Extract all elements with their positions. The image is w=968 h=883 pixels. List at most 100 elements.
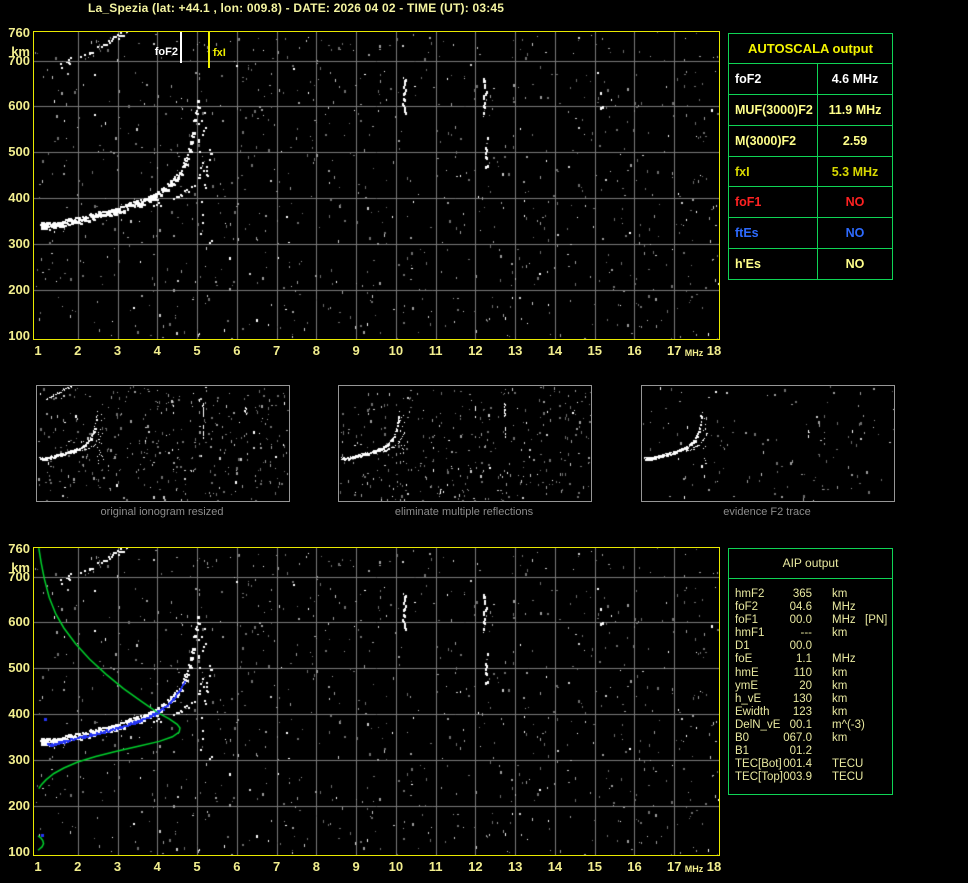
x-tick-label: 4 bbox=[153, 859, 161, 874]
autoscala-row: MUF(3000)F2 11.9 MHz bbox=[729, 94, 892, 126]
autoscala-param-value: NO bbox=[845, 195, 865, 210]
aip-value: 003.9 bbox=[783, 771, 812, 784]
aip-table-body: hmF2 365 km foF2 04.6 MHz foF1 00.0 MHz [PN] hmF1 -… bbox=[729, 579, 892, 784]
x-tick-label: 13 bbox=[507, 859, 523, 874]
aip-output-table: AIP output hmF2 365 km foF2 04.6 MHz foF1 00.0 M… bbox=[728, 548, 893, 795]
aip-name: hmE bbox=[735, 666, 759, 679]
x-tick-label: 18 bbox=[706, 343, 722, 358]
autoscala-param-value: 2.59 bbox=[842, 133, 868, 148]
autoscala-param-name: MUF(3000)F2 bbox=[729, 94, 818, 125]
aip-name: TEC[Top] bbox=[735, 771, 783, 784]
x-tick-label: 9 bbox=[352, 343, 360, 358]
aip-name: hmF1 bbox=[735, 627, 765, 640]
x-tick-label: 8 bbox=[312, 343, 320, 358]
aip-value: 067.0 bbox=[783, 732, 812, 745]
fxi-marker-label: fxI bbox=[213, 47, 226, 59]
aip-value: --- bbox=[800, 627, 813, 640]
aip-unit: km bbox=[832, 588, 848, 600]
y-tick-label: 500 bbox=[8, 660, 30, 676]
autoscala-row: fxI 5.3 MHz bbox=[729, 156, 892, 188]
x-axis-unit-label: MHz bbox=[684, 348, 704, 358]
y-tick-label: 100 bbox=[8, 328, 30, 343]
x-tick-label: 18 bbox=[706, 859, 722, 874]
aip-unit: m^(-3) bbox=[832, 718, 865, 731]
x-tick-label: 12 bbox=[468, 859, 483, 874]
x-tick-label: 9 bbox=[352, 859, 360, 874]
autoscala-param-value: 4.6 MHz bbox=[831, 71, 879, 86]
aip-unit: MHz bbox=[832, 653, 856, 666]
aip-value: 01.2 bbox=[789, 745, 812, 758]
aip-table-title: AIP output bbox=[729, 549, 892, 579]
y-tick-label: 400 bbox=[8, 706, 30, 722]
x-tick-label: 14 bbox=[547, 859, 563, 874]
y-tick-label: 300 bbox=[8, 752, 30, 768]
x-tick-label: 3 bbox=[113, 859, 122, 874]
aip-row: foF2 04.6 MHz bbox=[729, 601, 892, 614]
aip-row: B1 01.2 bbox=[729, 745, 892, 758]
autoscala-param-name: foF2 bbox=[729, 64, 818, 94]
aip-extra: [PN] bbox=[865, 614, 888, 627]
aip-unit: TECU bbox=[832, 771, 864, 784]
autoscala-param-value: NO bbox=[845, 226, 865, 241]
y-tick-label: 100 bbox=[8, 844, 30, 859]
aip-value: 130 bbox=[792, 692, 812, 705]
aip-value: 20 bbox=[799, 679, 812, 692]
x-tick-label: 7 bbox=[272, 859, 281, 874]
aip-name: foF1 bbox=[735, 614, 759, 627]
thumbnail-original-canvas bbox=[37, 386, 289, 501]
autoscala-row: h'Es NO bbox=[729, 249, 892, 280]
x-tick-label: 17 bbox=[667, 859, 682, 874]
fof2-marker-label: foF2 bbox=[154, 46, 178, 58]
thumbnail-caption-eliminate: eliminate multiple reflections bbox=[394, 506, 534, 518]
y-tick-label: 600 bbox=[8, 98, 30, 114]
autoscala-param-name: foF1 bbox=[729, 187, 818, 218]
aip-row: hmF2 365 km bbox=[729, 588, 892, 601]
autoscala-param-name: fxI bbox=[729, 156, 818, 187]
autoscala-table-body: foF2 4.6 MHz MUF(3000)F2 11.9 MHz M(3000)F2 2… bbox=[729, 64, 892, 280]
profile-ionogram-plot bbox=[33, 547, 720, 856]
aip-row: DelN_vE 00.1 m^(-3) bbox=[729, 719, 892, 732]
y-tick-label: 300 bbox=[8, 236, 30, 252]
aip-row: Ewidth 123 km bbox=[729, 706, 892, 719]
aip-value: 123 bbox=[792, 705, 812, 718]
autoscala-param-name: ftEs bbox=[729, 218, 818, 249]
aip-name: ymE bbox=[735, 679, 758, 692]
profile-ionogram-canvas bbox=[34, 548, 719, 855]
x-tick-label: 2 bbox=[74, 859, 82, 874]
aip-name: hmF2 bbox=[735, 588, 765, 600]
thumbnail-eliminate-reflections bbox=[338, 385, 592, 502]
aip-name: foF2 bbox=[735, 601, 759, 614]
thumbnail-evidence-f2 bbox=[641, 385, 895, 502]
autoscala-param-value: NO bbox=[845, 257, 865, 272]
aip-name: DelN_vE bbox=[735, 718, 781, 731]
aip-name: foE bbox=[735, 653, 753, 666]
x-tick-label: 16 bbox=[627, 343, 642, 358]
y-axis-unit-label: km bbox=[11, 560, 30, 575]
aip-row: hmE 110 km bbox=[729, 667, 892, 680]
x-tick-label: 5 bbox=[193, 343, 201, 358]
page-title: La_Spezia (lat: +44.1 , lon: 009.8) - DA… bbox=[88, 1, 505, 15]
x-tick-label: 4 bbox=[153, 343, 161, 358]
aip-value: 001.4 bbox=[783, 758, 812, 771]
aip-unit: MHz bbox=[832, 601, 856, 614]
fxi-marker-line bbox=[208, 32, 210, 68]
aip-name: D1 bbox=[735, 640, 750, 653]
y-tick-label: 600 bbox=[8, 614, 30, 630]
aip-value: 00.1 bbox=[789, 718, 812, 731]
main-ionogram-plot bbox=[33, 31, 720, 340]
thumbnail-eliminate-canvas bbox=[339, 386, 591, 501]
x-tick-label: 10 bbox=[388, 343, 404, 358]
thumbnail-original-ionogram bbox=[36, 385, 290, 502]
thumbnail-caption-evidence: evidence F2 trace bbox=[723, 506, 811, 518]
aip-name: Ewidth bbox=[735, 705, 770, 718]
aip-unit: km bbox=[832, 692, 848, 705]
x-tick-label: 1 bbox=[34, 343, 42, 358]
y-axis-unit-label: km bbox=[11, 44, 30, 59]
x-tick-label: 12 bbox=[468, 343, 483, 358]
x-tick-label: 7 bbox=[272, 343, 281, 358]
y-tick-label: 700 bbox=[8, 568, 30, 584]
x-tick-label: 14 bbox=[547, 343, 563, 358]
thumbnail-caption-original: original ionogram resized bbox=[100, 506, 224, 518]
aip-unit: km bbox=[832, 732, 848, 745]
